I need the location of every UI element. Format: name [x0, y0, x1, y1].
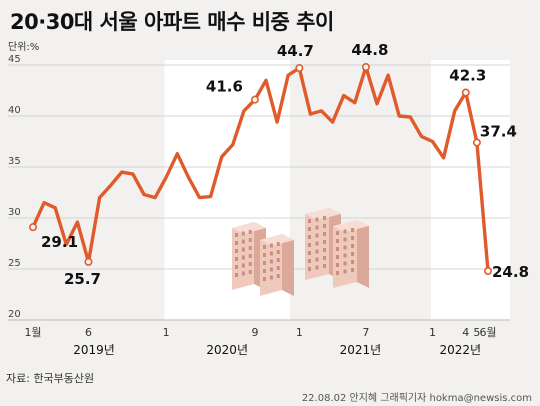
y-tick-label: 20 [8, 309, 21, 320]
source-note: 자료: 한국부동산원 [6, 372, 95, 385]
x-tick-label: 6월 [479, 326, 496, 339]
x-tick-label: 9 [251, 326, 258, 339]
building-icon [333, 220, 369, 288]
y-tick-label: 25 [8, 258, 21, 269]
y-tick-label: 45 [8, 54, 21, 65]
y-tick-label: 40 [8, 105, 21, 116]
data-label: 44.7 [277, 42, 314, 60]
y-tick-label: 35 [8, 156, 21, 167]
credit-line: 22.08.02 안지혜 그래픽기자 hokma@newsis.com [301, 393, 532, 404]
data-point-marker [361, 63, 370, 72]
x-tick-label: 1 [429, 326, 436, 339]
data-point-marker [472, 138, 481, 147]
building-icon [232, 222, 266, 290]
data-label: 29.1 [41, 233, 78, 251]
x-year-label: 2019년 [73, 343, 115, 357]
data-point-marker [483, 267, 492, 276]
x-year-label: 2020년 [206, 343, 248, 357]
x-tick-label: 6 [85, 326, 92, 339]
data-point-marker [295, 64, 304, 73]
data-label: 42.3 [449, 67, 486, 85]
x-year-label: 2022년 [439, 343, 481, 357]
x-tick-label: 1월 [24, 326, 41, 339]
data-label: 37.4 [480, 123, 517, 141]
x-tick-label: 5 [473, 326, 480, 339]
x-tick-label: 1 [163, 326, 170, 339]
data-label: 41.6 [206, 78, 243, 96]
data-point-marker [250, 95, 259, 104]
x-tick-label: 4 [462, 326, 469, 339]
year-band-2022 [430, 60, 510, 320]
x-year-label: 2021년 [340, 343, 382, 357]
chart-title: 20·30대 서울 아파트 매수 비중 추이 [10, 10, 334, 34]
series-line [31, 65, 490, 273]
data-label: 25.7 [64, 270, 101, 288]
data-label: 24.8 [492, 263, 529, 281]
data-point-marker [84, 257, 93, 266]
x-tick-label: 7 [362, 326, 369, 339]
y-tick-label: 30 [8, 207, 21, 218]
data-point-marker [461, 88, 470, 97]
building-icon [260, 234, 294, 296]
data-label: 44.8 [351, 41, 388, 59]
unit-label: 단위:% [8, 42, 40, 53]
x-tick-label: 1 [296, 326, 303, 339]
data-point-marker [28, 223, 37, 232]
